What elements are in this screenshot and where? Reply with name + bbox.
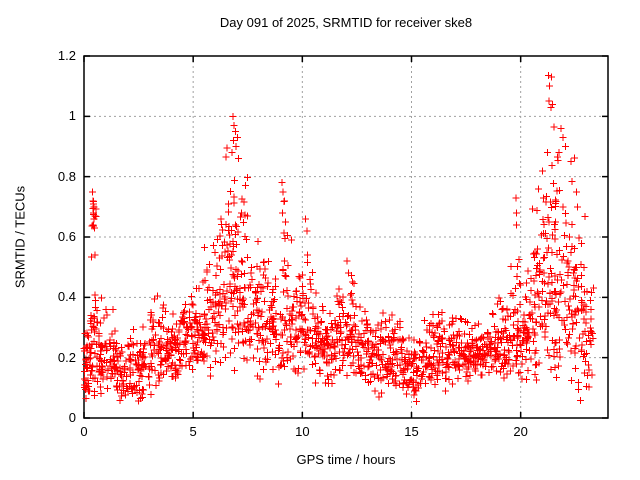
y-tick-label: 0.6 bbox=[57, 229, 76, 244]
y-tick-label: 0 bbox=[68, 410, 76, 425]
y-tick-label: 0.4 bbox=[57, 289, 76, 305]
plot-border bbox=[83, 55, 609, 419]
scatter-points bbox=[80, 72, 597, 405]
y-tick-label: 1.2 bbox=[57, 48, 76, 63]
y-tick-label: 0.2 bbox=[57, 349, 76, 365]
x-tick-label: 0 bbox=[80, 424, 88, 439]
x-tick-label: 15 bbox=[404, 424, 419, 439]
x-axis-label: GPS time / hours bbox=[296, 452, 396, 467]
x-tick-label: 10 bbox=[295, 424, 310, 439]
y-tick-label: 1 bbox=[68, 108, 76, 124]
x-tick-label: 20 bbox=[513, 424, 528, 439]
x-tick-label: 5 bbox=[189, 424, 197, 439]
chart-title: Day 091 of 2025, SRMTID for receiver ske… bbox=[219, 15, 473, 30]
y-tick-label: 0.8 bbox=[57, 168, 76, 184]
